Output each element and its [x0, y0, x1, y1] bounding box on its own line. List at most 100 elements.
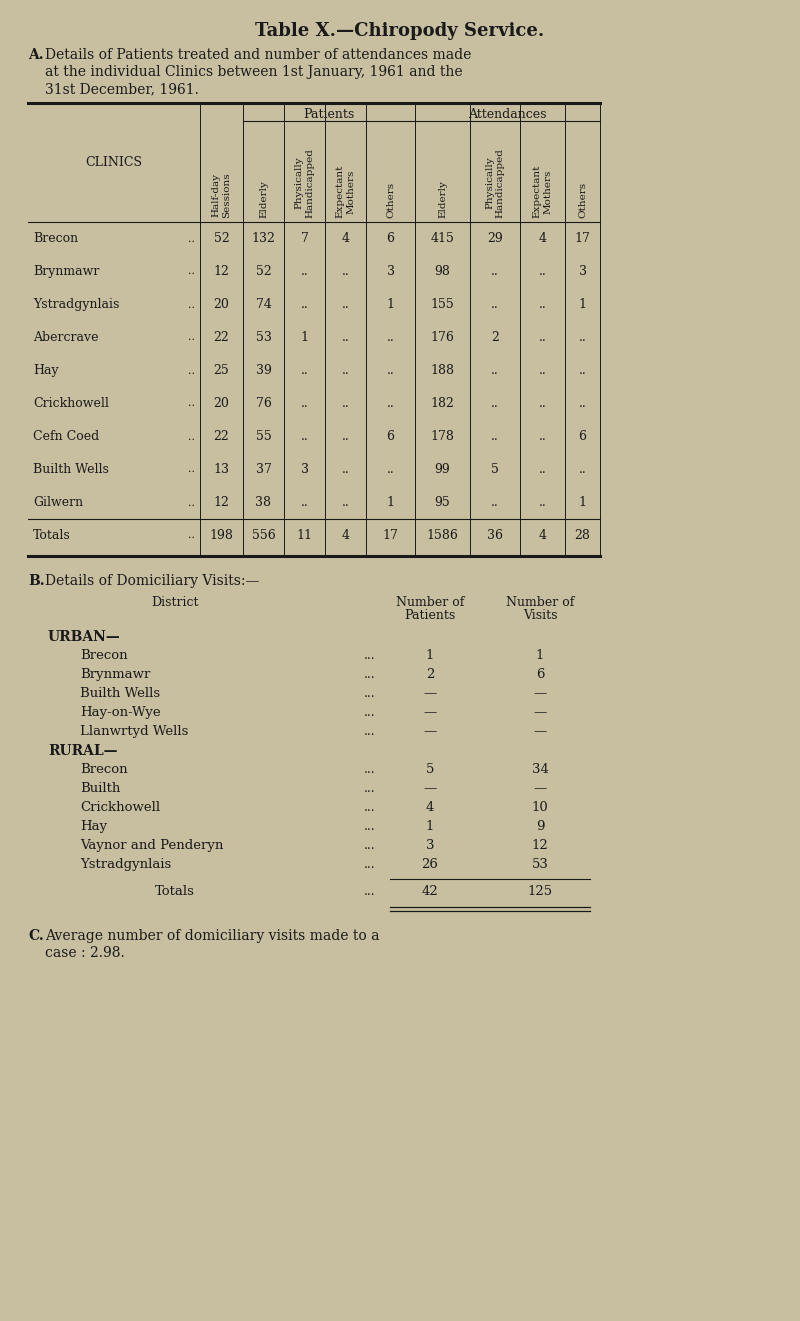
- Text: ..: ..: [538, 365, 546, 376]
- Text: Number of: Number of: [506, 596, 574, 609]
- Text: 37: 37: [255, 462, 271, 476]
- Text: Patients: Patients: [404, 609, 456, 622]
- Text: 25: 25: [214, 365, 230, 376]
- Text: 12: 12: [532, 839, 548, 852]
- Text: Gilwern: Gilwern: [33, 495, 83, 509]
- Text: Hay-on-Wye: Hay-on-Wye: [80, 705, 161, 719]
- Text: —: —: [534, 725, 546, 738]
- Text: ..: ..: [491, 365, 499, 376]
- Text: 9: 9: [536, 820, 544, 834]
- Text: Half-day
Sessions: Half-day Sessions: [212, 172, 231, 218]
- Text: 2: 2: [426, 668, 434, 682]
- Text: case : 2.98.: case : 2.98.: [45, 946, 125, 960]
- Text: Physically
Handicapped: Physically Handicapped: [294, 148, 314, 218]
- Text: ...: ...: [364, 782, 376, 795]
- Text: District: District: [151, 596, 198, 609]
- Text: Elderly: Elderly: [438, 180, 447, 218]
- Text: 1: 1: [536, 649, 544, 662]
- Text: ..: ..: [538, 431, 546, 443]
- Text: Details of Patients treated and number of attendances made: Details of Patients treated and number o…: [45, 48, 471, 62]
- Text: ...: ...: [364, 820, 376, 834]
- Text: 3: 3: [386, 266, 394, 277]
- Text: 1: 1: [426, 820, 434, 834]
- Text: ..: ..: [188, 432, 195, 441]
- Text: Brecon: Brecon: [80, 764, 128, 775]
- Text: ..: ..: [538, 398, 546, 410]
- Text: ..: ..: [188, 498, 195, 507]
- Text: ..: ..: [342, 365, 350, 376]
- Text: CLINICS: CLINICS: [86, 156, 142, 169]
- Text: 12: 12: [214, 495, 230, 509]
- Text: ..: ..: [386, 462, 394, 476]
- Text: —: —: [534, 705, 546, 719]
- Text: ..: ..: [491, 266, 499, 277]
- Text: ..: ..: [301, 365, 308, 376]
- Text: ..: ..: [578, 365, 586, 376]
- Text: Others: Others: [386, 182, 395, 218]
- Text: ..: ..: [301, 431, 308, 443]
- Text: —: —: [534, 687, 546, 700]
- Text: Details of Domiciliary Visits:—: Details of Domiciliary Visits:—: [45, 575, 259, 588]
- Text: ..: ..: [188, 465, 195, 474]
- Text: 95: 95: [434, 495, 450, 509]
- Text: 556: 556: [252, 528, 275, 542]
- Text: 34: 34: [531, 764, 549, 775]
- Text: 38: 38: [255, 495, 271, 509]
- Text: ...: ...: [364, 687, 376, 700]
- Text: ..: ..: [301, 398, 308, 410]
- Text: 178: 178: [430, 431, 454, 443]
- Text: at the individual Clinics between 1st January, 1961 and the: at the individual Clinics between 1st Ja…: [45, 65, 462, 79]
- Text: ..: ..: [386, 398, 394, 410]
- Text: Llanwrtyd Wells: Llanwrtyd Wells: [80, 725, 188, 738]
- Text: ..: ..: [578, 332, 586, 343]
- Text: 10: 10: [532, 801, 548, 814]
- Text: 52: 52: [256, 266, 271, 277]
- Text: Builth Wells: Builth Wells: [80, 687, 160, 700]
- Text: ..: ..: [342, 332, 350, 343]
- Text: ..: ..: [491, 431, 499, 443]
- Text: Number of: Number of: [396, 596, 464, 609]
- Text: 26: 26: [422, 859, 438, 871]
- Text: 4: 4: [538, 232, 546, 244]
- Text: 31st December, 1961.: 31st December, 1961.: [45, 82, 199, 96]
- Text: 52: 52: [214, 232, 230, 244]
- Text: 13: 13: [214, 462, 230, 476]
- Text: URBAN—: URBAN—: [48, 630, 121, 645]
- Text: 4: 4: [342, 232, 350, 244]
- Text: A.: A.: [28, 48, 44, 62]
- Text: ..: ..: [342, 495, 350, 509]
- Text: 28: 28: [574, 528, 590, 542]
- Text: 99: 99: [434, 462, 450, 476]
- Text: ..: ..: [188, 366, 195, 375]
- Text: 36: 36: [487, 528, 503, 542]
- Text: Hay: Hay: [80, 820, 107, 834]
- Text: 6: 6: [536, 668, 544, 682]
- Text: Elderly: Elderly: [259, 180, 268, 218]
- Text: 1: 1: [301, 332, 309, 343]
- Text: 182: 182: [430, 398, 454, 410]
- Text: ..: ..: [301, 299, 308, 310]
- Text: 17: 17: [574, 232, 590, 244]
- Text: ..: ..: [188, 333, 195, 342]
- Text: 17: 17: [382, 528, 398, 542]
- Text: C.: C.: [28, 929, 44, 943]
- Text: ..: ..: [578, 462, 586, 476]
- Text: 22: 22: [214, 332, 230, 343]
- Text: ...: ...: [364, 668, 376, 682]
- Text: 7: 7: [301, 232, 309, 244]
- Text: 4: 4: [342, 528, 350, 542]
- Text: ...: ...: [364, 801, 376, 814]
- Text: 74: 74: [255, 299, 271, 310]
- Text: 11: 11: [297, 528, 313, 542]
- Text: Brecon: Brecon: [80, 649, 128, 662]
- Text: Cefn Coed: Cefn Coed: [33, 431, 99, 443]
- Text: 5: 5: [491, 462, 499, 476]
- Text: ..: ..: [188, 531, 195, 540]
- Text: 1586: 1586: [426, 528, 458, 542]
- Text: ..: ..: [188, 300, 195, 309]
- Text: Totals: Totals: [155, 885, 195, 898]
- Text: 155: 155: [430, 299, 454, 310]
- Text: ..: ..: [342, 266, 350, 277]
- Text: ..: ..: [538, 332, 546, 343]
- Text: 55: 55: [256, 431, 271, 443]
